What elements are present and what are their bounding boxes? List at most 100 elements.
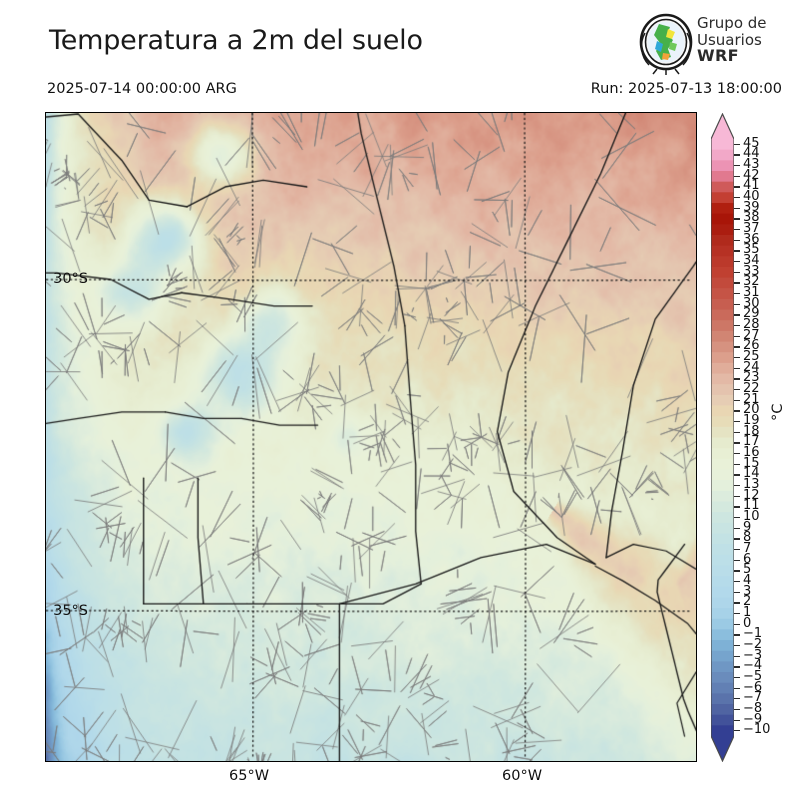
colorbar-tick-mark	[734, 314, 740, 316]
colorbar-tick-label: 27	[743, 327, 760, 343]
logo-text: Grupo de Usuarios WRF	[697, 15, 795, 65]
colorbar-tick-mark	[734, 346, 740, 348]
run-time-label: Run: 2025-07-13 18:00:00	[590, 81, 782, 97]
colorbar-tick-label: 20	[743, 402, 760, 418]
colorbar-tick-label: 42	[743, 167, 760, 183]
colorbar-tick-label: 29	[743, 306, 760, 322]
colorbar-tick-mark	[734, 538, 740, 540]
colorbar-tick-label: 45	[743, 135, 760, 151]
colorbar-tick-label: 13	[743, 476, 760, 492]
colorbar-tick-label: 28	[743, 317, 760, 333]
colorbar-tick-mark	[734, 261, 740, 263]
colorbar-tick-label: 14	[743, 466, 760, 482]
colorbar-tick-mark	[734, 484, 740, 487]
colorbar-tick-label: 4	[743, 572, 752, 588]
colorbar-tick-mark	[734, 644, 740, 647]
colorbar-tick-mark	[734, 421, 740, 423]
colorbar-tick-label: 3	[743, 583, 752, 599]
colorbar-tick-mark	[734, 431, 740, 433]
globe-emblem-icon	[639, 13, 693, 75]
colorbar-tick-mark	[734, 591, 740, 593]
colorbar-tick-mark	[734, 623, 740, 625]
logo: Grupo de Usuarios WRF	[637, 13, 795, 75]
colorbar-tick-mark	[734, 271, 740, 274]
colorbar-tick-label: 31	[743, 285, 760, 301]
colorbar-tick-label: 30	[743, 295, 760, 311]
colorbar-tick-label: 10	[743, 508, 760, 524]
colorbar-tick-label: 7	[743, 540, 752, 556]
lon-label-60w: 60°W	[502, 768, 543, 784]
colorbar-tick-label: 43	[743, 157, 760, 173]
map-frame[interactable]	[45, 112, 697, 762]
colorbar-tick-mark	[734, 687, 740, 689]
colorbar-tick-label: 33	[743, 263, 760, 279]
colorbar-tick-label: 34	[743, 253, 760, 269]
colorbar-tick-label: −5	[743, 668, 763, 684]
colorbar-tick-mark	[734, 389, 740, 391]
colorbar-tick-label: 18	[743, 423, 760, 439]
colorbar-tick-mark	[734, 410, 740, 412]
colorbar-tick-mark	[734, 250, 740, 252]
colorbar-tick-mark	[734, 495, 740, 497]
colorbar-tick-label: 19	[743, 413, 760, 428]
colorbar-tick-mark	[734, 708, 740, 711]
colorbar-tick-label: 9	[743, 519, 752, 535]
colorbar-tick-label: 23	[743, 370, 760, 386]
page-title: Temperatura a 2m del suelo	[49, 25, 423, 56]
colorbar-tick-mark	[734, 527, 740, 529]
colorbar-tick-label: −7	[743, 690, 763, 706]
colorbar-tick-mark	[734, 602, 740, 604]
colorbar-tick-mark	[734, 474, 740, 476]
colorbar-tick-mark	[734, 676, 740, 679]
colorbar-ticks: 45 44 43 42 41 40 39 38 37 36 35 34 33 32 31 30 29 28 27 26…	[734, 113, 796, 762]
colorbar-tick-label: −2	[743, 636, 763, 652]
colorbar-tick-mark	[734, 442, 740, 444]
colorbar-tick-mark	[734, 218, 740, 220]
colorbar-tick-mark	[734, 186, 740, 188]
colorbar-tick-label: 36	[743, 231, 760, 247]
colorbar-tick-label: −4	[743, 658, 763, 674]
colorbar-tick-label: 25	[743, 349, 760, 365]
colorbar-tick-mark	[734, 634, 740, 636]
colorbar-tick-mark	[734, 367, 740, 369]
colorbar-tick-label: 6	[743, 551, 752, 567]
colorbar-tick-mark	[734, 570, 740, 572]
colorbar-tick-mark	[734, 239, 740, 242]
lat-label-35s: 35°S	[53, 603, 88, 619]
colorbar-tick-label: 37	[743, 221, 760, 237]
colorbar-tick-label: −6	[743, 679, 763, 695]
colorbar-tick-label: 8	[743, 530, 752, 546]
colorbar-tick-label: 24	[743, 359, 760, 375]
colorbar-tick-mark	[734, 175, 740, 178]
colorbar-tick-label: 38	[743, 210, 760, 226]
colorbar-tick-mark	[734, 452, 740, 455]
colorbar-unit-label: °C	[770, 403, 786, 421]
colorbar-tick-label: 40	[743, 189, 760, 205]
colorbar-tick-label: 1	[743, 604, 752, 620]
colorbar[interactable]	[711, 113, 734, 762]
colorbar-tick-label: −1	[743, 626, 763, 642]
temperature-2m-field[interactable]	[46, 113, 696, 761]
colorbar-tick-mark	[734, 730, 740, 732]
colorbar-tick-label: 26	[743, 338, 760, 354]
colorbar-tick-label: −3	[743, 647, 763, 663]
colorbar-tick-label: 21	[743, 391, 760, 407]
colorbar-tick-mark	[734, 282, 740, 284]
logo-line-1: Grupo de	[697, 14, 767, 32]
logo-line-2: Usuarios	[697, 30, 762, 49]
colorbar-tick-mark	[734, 165, 740, 167]
colorbar-tick-label: 22	[743, 381, 760, 397]
colorbar-tick-mark	[734, 559, 740, 561]
colorbar-tick-mark	[734, 197, 740, 199]
colorbar-tick-mark	[734, 325, 740, 327]
colorbar-tick-mark	[734, 143, 740, 146]
colorbar-tick-label: 16	[743, 444, 760, 460]
colorbar-tick-mark	[734, 516, 740, 519]
colorbar-tick-mark	[734, 357, 740, 359]
colorbar-tick-label: 2	[743, 594, 752, 610]
colorbar-tick-mark	[734, 335, 740, 338]
colorbar-tick-label: 12	[743, 487, 760, 503]
colorbar-tick-mark	[734, 303, 740, 306]
colorbar-tick-label: 44	[743, 146, 760, 162]
